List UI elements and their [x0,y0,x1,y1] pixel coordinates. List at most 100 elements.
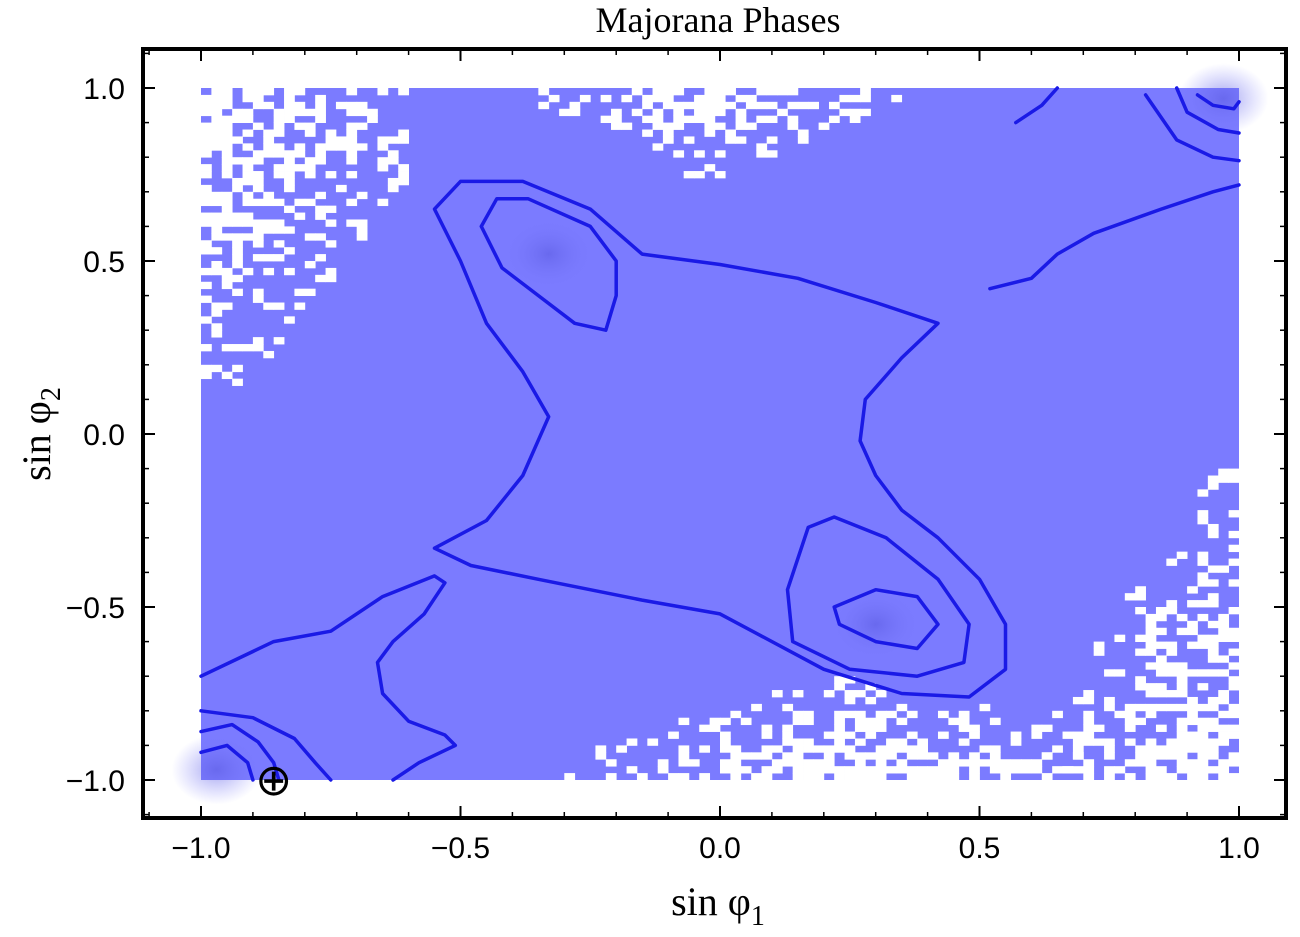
sparse-cell [263,143,275,151]
sparse-cell [1207,620,1219,629]
sparse-cell [335,101,347,110]
sparse-cell [1187,766,1198,774]
sparse-cell [356,219,368,227]
sparse-cell [958,710,970,719]
sparse-cell [325,129,337,137]
sparse-cell [1155,690,1167,698]
sparse-cell [751,752,762,760]
contour-level-2 [785,515,971,678]
sparse-cell [1197,738,1209,746]
sparse-cell [201,247,212,255]
sparse-cell [1176,627,1188,636]
sparse-cell [1166,703,1178,712]
sparse-cell [273,150,285,158]
sparse-cell [704,115,716,123]
sparse-cell [273,337,285,345]
sparse-cell [906,752,918,760]
sparse-cell [849,94,861,103]
sparse-cell [304,129,316,137]
sparse-cell [725,88,736,96]
sparse-cell [346,88,358,96]
sparse-cell [211,136,223,144]
sparse-cell [834,676,845,684]
sparse-cell [1207,717,1219,726]
sparse-cell [611,115,622,123]
sparse-cell [1228,724,1240,732]
contour-level-1 [199,574,458,782]
sparse-cell [906,745,918,753]
sparse-cell [1093,641,1105,649]
sparse-cell [1187,773,1198,781]
sparse-cell [1218,468,1230,476]
sparse-cell [792,773,804,781]
sparse-cell [263,88,275,96]
sparse-cell [1124,593,1136,601]
sparse-cell [948,759,960,767]
sparse-cell [1187,586,1198,594]
sparse-cell [626,766,638,774]
sparse-cell [969,759,980,767]
sparse-cell [315,233,326,241]
sparse-cell [1166,607,1178,615]
sparse-cell [1228,752,1240,760]
sparse-cell [694,101,705,110]
sparse-cell [304,198,316,207]
sparse-cell [1218,669,1230,677]
sparse-cell [756,101,768,110]
sparse-cell [315,115,326,123]
sparse-cell [346,129,358,137]
sparse-cell [263,350,275,359]
sparse-cell [284,150,295,158]
sparse-cell [771,745,783,753]
sparse-cell [398,88,409,96]
sparse-cell [896,703,908,712]
sparse-cell [803,773,814,781]
sparse-cell [595,745,607,753]
sparse-cell [211,302,223,310]
sparse-cell [1176,703,1188,712]
sparse-cell [221,88,233,96]
sparse-cell [1187,745,1198,753]
sparse-cell [730,759,742,767]
sparse-cell [782,759,794,767]
sparse-cell [346,108,358,117]
sparse-cell [751,703,762,712]
sparse-cell [1072,766,1084,774]
sparse-cell [678,759,690,767]
sparse-cell [1228,579,1240,587]
sparse-cell [803,766,814,774]
sparse-cell [865,724,877,732]
sparse-cell [720,717,731,726]
sparse-cell [1145,648,1157,656]
sparse-cell [1166,738,1178,746]
sparse-cell [1197,703,1209,712]
sparse-cell [1228,468,1240,476]
sparse-cell [1155,683,1167,691]
sparse-cell [1104,703,1115,712]
sparse-cell [1228,475,1240,483]
sparse-cell [730,766,742,774]
sparse-cell [818,122,830,130]
x-tick-label: 0.5 [959,832,1001,865]
sparse-cell [792,759,804,767]
sparse-cell [621,122,633,130]
sparse-cell [263,267,275,276]
density-peak [830,589,921,660]
sparse-cell [704,101,716,110]
sparse-cell [761,745,773,753]
density-peak [503,219,594,290]
sparse-cell [834,745,845,753]
sparse-cell [346,136,358,144]
sparse-cell [1187,710,1198,719]
sparse-cell [1104,696,1115,705]
sparse-cell [1197,489,1209,497]
sparse-cell [699,745,711,753]
sparse-cell [211,115,223,123]
sparse-cell [1207,766,1219,774]
sparse-cell [694,171,705,179]
sparse-cell [1197,773,1209,781]
sparse-cell [201,94,212,103]
sparse-cell [854,773,866,781]
sparse-cell [1218,655,1230,663]
sparse-cell [854,766,866,774]
